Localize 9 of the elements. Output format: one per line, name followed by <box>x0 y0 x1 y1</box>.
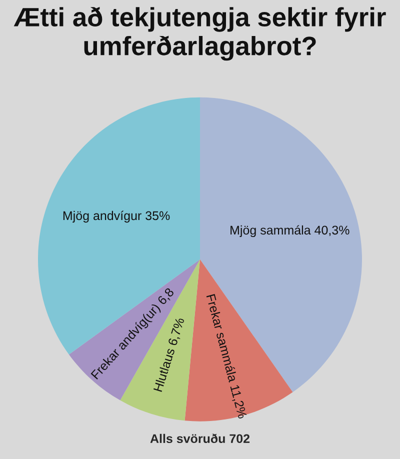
chart-title: Ætti að tekjutengja sektir fyrir umferðarlagabrot? <box>14 6 386 61</box>
pie-slice <box>68 259 200 400</box>
pie-slice <box>120 259 200 421</box>
slice-label: Hlutlaus 6,7% <box>153 317 186 392</box>
slice-label: Mjög sammála 40,3% <box>230 225 350 238</box>
slice-label: Mjög andvígur 35% <box>63 210 170 223</box>
slice-label: Frekar sammála 11,2% <box>204 294 248 420</box>
pie-slice <box>184 259 293 422</box>
text: Alls svöruðu 702 <box>150 434 250 444</box>
